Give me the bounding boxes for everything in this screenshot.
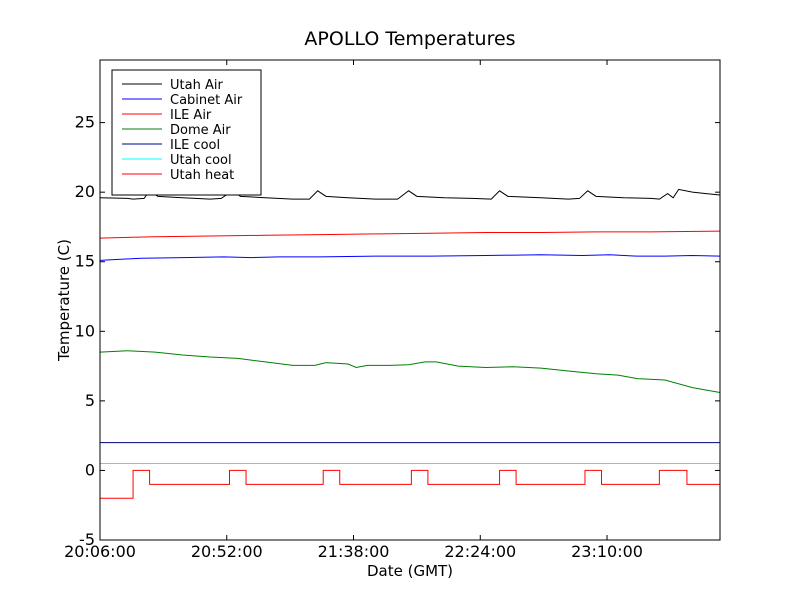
y-tick-label: 5: [85, 391, 95, 410]
legend-label: Utah Air: [170, 78, 223, 93]
legend-label: Utah cool: [170, 153, 232, 168]
x-tick-label: 23:10:00: [571, 542, 643, 561]
y-tick-label: 0: [85, 460, 95, 479]
legend-label: Dome Air: [170, 123, 231, 138]
series-line-ile-air: [99, 230, 721, 239]
series-line-cabinet-air: [99, 254, 721, 261]
y-tick-label: 15: [75, 252, 95, 271]
y-tick-label: 10: [75, 321, 95, 340]
series-line-dome-air: [99, 350, 721, 394]
legend-label: Cabinet Air: [170, 93, 243, 108]
y-axis-label: Temperature (C): [55, 239, 73, 362]
legend-label: ILE Air: [170, 108, 212, 123]
series-line-utah-heat: [100, 469, 720, 499]
x-tick-label: 22:24:00: [444, 542, 516, 561]
plot-layer: -5 0 5 10 15 20 25 20:06:00 20:52:00 21:38:00 22:2…: [64, 59, 721, 561]
x-tick-label: 20:06:00: [64, 542, 136, 561]
legend-label: ILE cool: [170, 138, 220, 153]
legend-label: Utah heat: [170, 168, 234, 183]
x-axis-label: Date (GMT): [367, 562, 453, 580]
series-line-utah-air: [99, 188, 721, 200]
y-tick-label: 20: [75, 182, 95, 201]
x-tick-label: 20:52:00: [191, 542, 263, 561]
chart-title: APOLLO Temperatures: [304, 28, 515, 50]
x-tick-label: 21:38:00: [318, 542, 390, 561]
plot-frame: [99, 59, 721, 541]
y-tick-label: 25: [75, 113, 95, 132]
y-tick-label: -5: [79, 530, 95, 549]
